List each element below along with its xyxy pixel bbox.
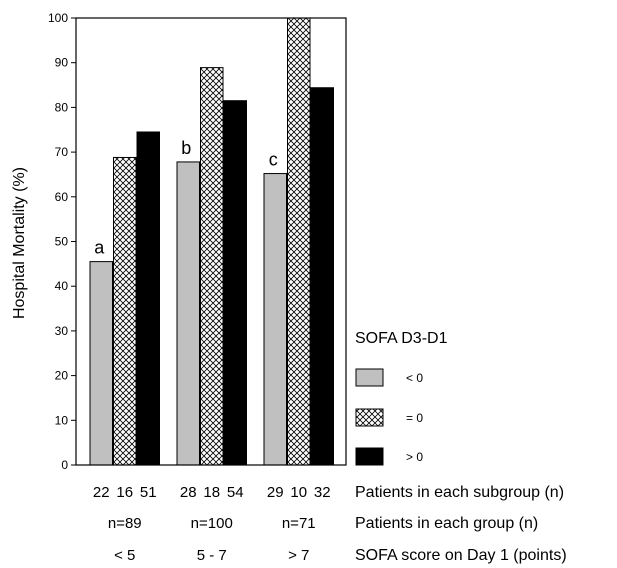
bar [200,67,224,466]
y-axis: 0 10 20 30 40 50 60 70 80 90 100 [48,11,76,472]
bars [89,17,334,466]
legend: SOFA D3-D1 < 0 = 0 > 0 [355,330,448,466]
subgroup-count-label: 51 [140,484,157,501]
category-row-label: SOFA score on Day 1 (points) [355,547,567,564]
subgroup-count-label: 18 [203,484,220,501]
category-tick-label: 5 - 7 [197,547,227,564]
subgroup-count-label: 32 [314,484,331,501]
legend-title: SOFA D3-D1 [355,330,448,347]
bar [176,161,200,466]
bar-annotation-label: b [181,138,191,158]
subgroup-count-label: 10 [290,484,307,501]
group-count-label: n=71 [282,515,316,532]
subgroup-count-label: 54 [227,484,244,501]
legend-items: < 0 = 0 > 0 [355,368,423,466]
legend-swatch [355,408,384,427]
subgroup-count-label: 28 [180,484,197,501]
plot-frame [75,17,347,466]
y-tick-label: 20 [55,369,69,383]
legend-swatch [355,447,384,466]
x-axis-rows: 22 16 51 n=89 < 5 28 18 54 n=100 5 - 7 29 10 32 n=71 >… [93,484,331,564]
group-count-label: n=100 [191,515,233,532]
group-count-label: n=89 [108,515,142,532]
legend-label: = 0 [406,411,423,425]
bar [113,156,137,466]
bar [310,87,334,466]
bar [223,100,247,466]
y-tick-label: 50 [55,235,69,249]
bar-annotations: a b c [94,138,278,258]
y-tick-label: 90 [55,56,69,70]
bar [136,131,160,466]
bar [89,261,113,466]
legend-label: < 0 [406,371,423,385]
y-tick-label: 80 [55,100,69,114]
legend-label: > 0 [406,450,423,464]
category-tick-label: < 5 [114,547,135,564]
bar [263,173,287,466]
subgroup-row-label: Patients in each subgroup (n) [355,484,564,501]
group-row-label: Patients in each group (n) [355,515,538,532]
subgroup-count-label: 29 [267,484,284,501]
y-tick-label: 60 [55,190,69,204]
y-tick-label: 70 [55,145,69,159]
y-tick-label: 100 [48,11,68,25]
subgroup-count-label: 22 [93,484,110,501]
y-tick-label: 0 [61,458,68,472]
legend-swatch [355,368,384,387]
bar-annotation-label: c [269,150,278,170]
subgroup-count-label: 16 [116,484,133,501]
y-tick-label: 40 [55,279,69,293]
y-tick-label: 30 [55,324,69,338]
category-tick-label: > 7 [288,547,309,564]
y-tick-label: 10 [55,413,69,427]
bar-annotation-label: a [94,238,105,258]
y-axis-title: Hospital Mortality (%) [11,167,28,319]
bar [287,17,311,466]
